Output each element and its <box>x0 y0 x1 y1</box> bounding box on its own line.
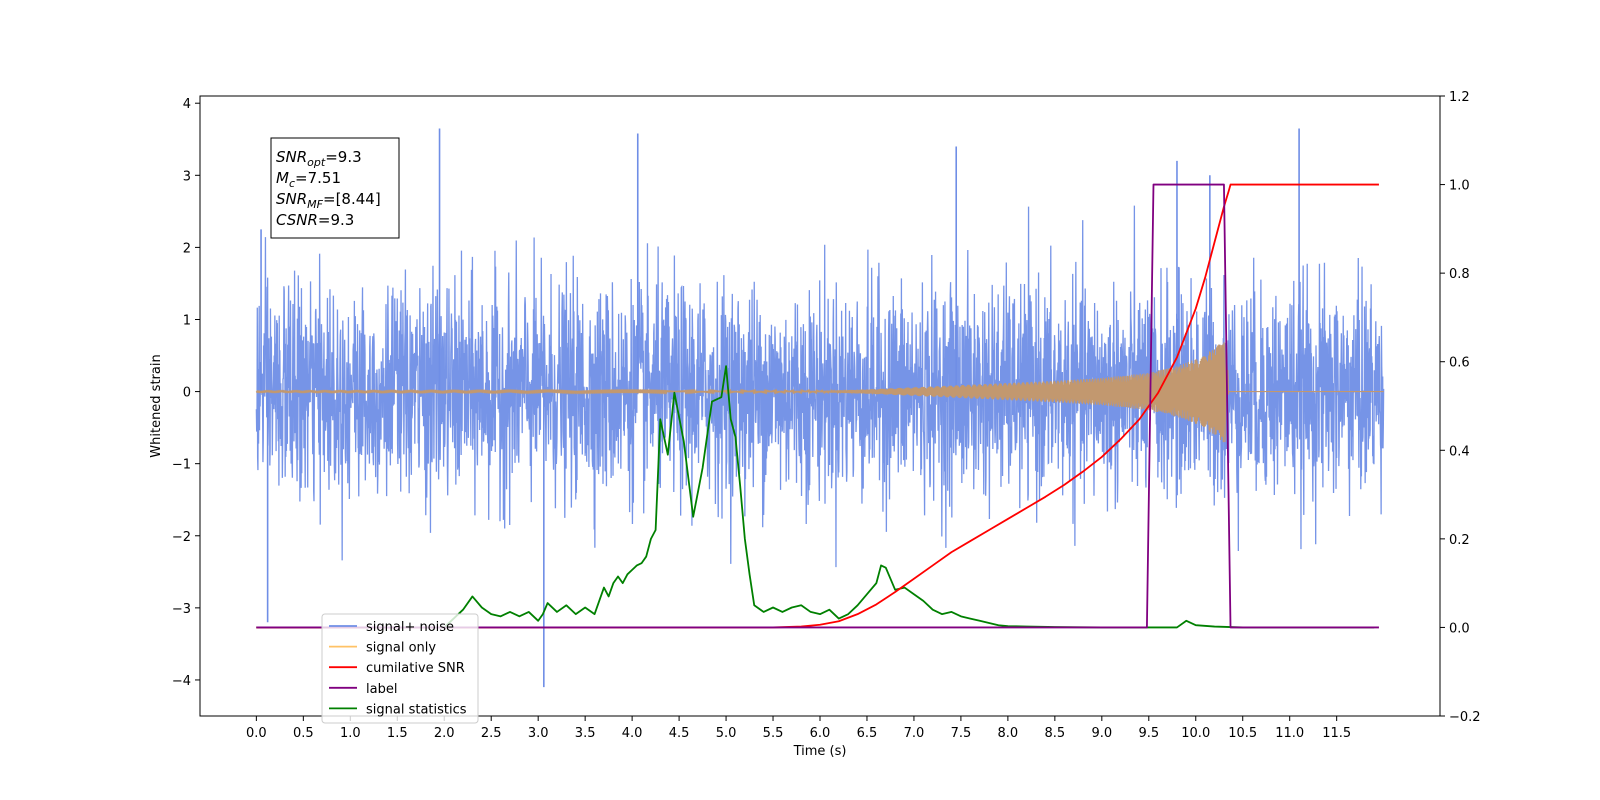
y-axis-right: −0.2 0.0 0.2 0.4 0.6 0.8 1.0 1.2 <box>1440 90 1481 725</box>
x-tick-label: 6.5 <box>857 726 878 741</box>
annotation-frame <box>270 137 400 239</box>
x-tick-label: 9.0 <box>1091 726 1112 741</box>
x-tick-label: 8.5 <box>1045 726 1066 741</box>
y-right-tick-label: 0.0 <box>1449 621 1470 636</box>
legend-frame <box>321 613 479 724</box>
y-left-tick-label: 1 <box>183 313 191 328</box>
y-left-tick-label: 4 <box>183 97 191 112</box>
legend-entry: signal only <box>366 641 436 656</box>
y-left-tick-label: 2 <box>183 241 191 256</box>
y-left-tick-label: −4 <box>172 674 191 689</box>
y-axis-left: −4 −3 −2 −1 0 1 2 3 4 <box>172 97 200 689</box>
x-tick-label: 4.5 <box>669 726 690 741</box>
x-tick-label: 0.0 <box>246 726 267 741</box>
x-tick-label: 3.0 <box>528 726 549 741</box>
series-signal-statistics <box>256 365 1375 629</box>
annotation-line: CSNR=9.3 <box>276 211 354 229</box>
y-right-tick-label: 1.0 <box>1449 179 1470 194</box>
annotation-line: SNRopt=9.3 <box>276 148 362 169</box>
x-tick-label: 1.5 <box>387 726 408 741</box>
series-label <box>256 183 1379 629</box>
plot-area <box>255 128 1385 688</box>
x-tick-label: 3.5 <box>575 726 596 741</box>
y-left-tick-label: −3 <box>172 602 191 617</box>
x-tick-label: 8.0 <box>998 726 1019 741</box>
x-tick-label: 0.5 <box>293 726 314 741</box>
y-right-tick-label: 0.6 <box>1449 356 1470 371</box>
x-axis: 0.0 0.5 1.0 1.5 2.0 2.5 3.0 3.5 4.0 4.5 5.0 5.5 6.0 6… <box>246 716 1351 741</box>
x-tick-label: 11.0 <box>1275 726 1304 741</box>
x-tick-label: 2.5 <box>481 726 502 741</box>
legend-entry: label <box>366 682 397 697</box>
x-tick-label: 5.0 <box>716 726 737 741</box>
y-right-tick-label: −0.2 <box>1449 710 1481 725</box>
legend-entry: signal+ noise <box>366 620 454 635</box>
x-tick-label: 2.0 <box>434 726 455 741</box>
y-left-tick-label: 3 <box>183 169 191 184</box>
y-left-tick-label: 0 <box>183 386 191 401</box>
legend: signal+ noise signal only cumilative SNR la… <box>321 613 479 724</box>
x-tick-label: 7.0 <box>904 726 925 741</box>
x-tick-label: 7.5 <box>951 726 972 741</box>
legend-entry: signal statistics <box>366 702 467 717</box>
x-tick-label: 4.0 <box>622 726 643 741</box>
legend-entry: cumilative SNR <box>366 661 465 676</box>
x-tick-label: 10.0 <box>1181 726 1210 741</box>
y-right-tick-label: 0.2 <box>1449 533 1470 548</box>
y-right-tick-label: 0.8 <box>1449 267 1470 282</box>
x-tick-label: 1.0 <box>340 726 361 741</box>
x-tick-label: 10.5 <box>1228 726 1257 741</box>
y-left-tick-label: −1 <box>172 458 191 473</box>
annotation-line: SNRMF=[8.44] <box>276 190 381 211</box>
y-axis-label: Whitened strain <box>149 354 164 457</box>
y-left-tick-label: −2 <box>172 530 191 545</box>
annotation-line: Mc=7.51 <box>276 169 341 190</box>
y-right-tick-label: 1.2 <box>1449 90 1470 105</box>
series-cumulative-snr <box>256 183 1379 629</box>
series-signal-only <box>255 338 1384 443</box>
y-right-tick-label: 0.4 <box>1449 444 1470 459</box>
x-tick-label: 5.5 <box>763 726 784 741</box>
x-tick-label: 11.5 <box>1322 726 1351 741</box>
x-axis-label: Time (s) <box>793 744 847 759</box>
x-tick-label: 9.5 <box>1138 726 1159 741</box>
x-tick-label: 6.0 <box>810 726 831 741</box>
